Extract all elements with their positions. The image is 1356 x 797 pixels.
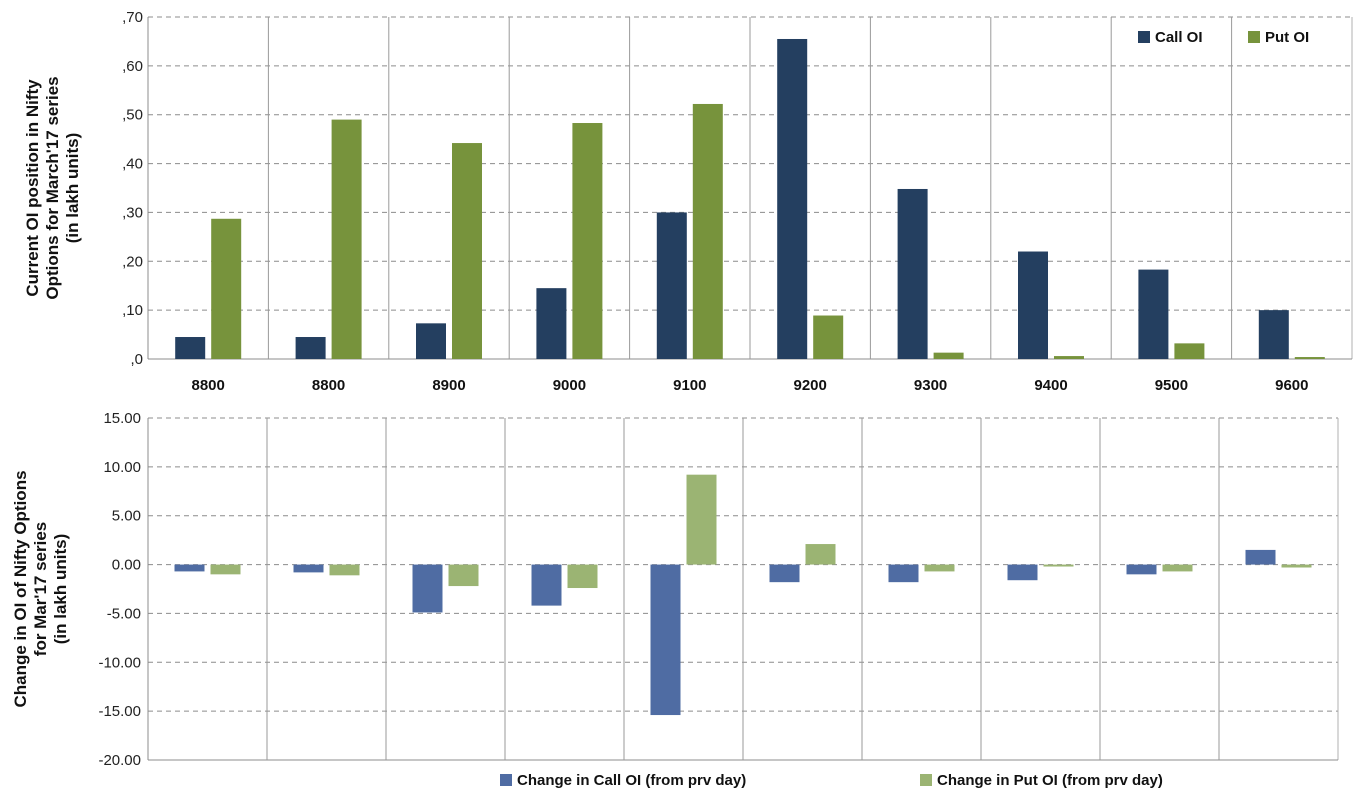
y-tick-label: 15.00 — [103, 410, 141, 427]
bar-call — [1007, 564, 1038, 581]
bar-put — [805, 544, 836, 565]
bar-call — [888, 564, 919, 583]
bar-call — [293, 564, 324, 573]
x-tick-label: 8800 — [312, 377, 345, 394]
y-tick-label: -20.00 — [98, 752, 141, 769]
bar-call — [777, 38, 808, 359]
bar-put — [211, 218, 242, 359]
y-axis-label-line: (in lakh units) — [63, 133, 82, 244]
x-tick-label: 9500 — [1155, 377, 1188, 394]
y-axis-label: Change in OI of Nifty Optionsfor Mar'17 … — [11, 470, 70, 707]
bar-put — [210, 564, 241, 575]
y-axis-label-line: for Mar'17 series — [31, 522, 50, 656]
bar-put — [933, 352, 964, 359]
y-tick-label: ,20 — [122, 253, 143, 270]
bar-call — [416, 323, 446, 359]
x-tick-label: 9400 — [1034, 377, 1067, 394]
bar-put — [924, 564, 955, 572]
legend: Change in Call OI (from prv day) Change i… — [500, 772, 1163, 789]
bar-put — [1043, 564, 1074, 567]
y-tick-label: ,50 — [122, 107, 143, 124]
y-axis-label: Current OI position in NiftyOptions for … — [23, 76, 82, 299]
legend-swatch — [500, 774, 512, 786]
y-tick-label: -10.00 — [98, 654, 141, 671]
bar-put — [572, 123, 603, 360]
legend-label: Put OI — [1265, 29, 1309, 46]
x-tick-label: 8900 — [432, 377, 465, 394]
legend-label: Call OI — [1155, 29, 1203, 46]
current-oi-chart: ,0 ,10 ,20 ,30 ,40 ,50 ,60 ,70 8800 8800 8900 9000 9… — [23, 9, 1353, 394]
y-axis-label-line: Options for March'17 series — [43, 76, 62, 299]
y-tick-label: 10.00 — [103, 459, 141, 476]
y-tick-label: -15.00 — [98, 703, 141, 720]
bar-call — [769, 564, 800, 583]
bar-call — [536, 288, 567, 359]
bar-put — [452, 143, 482, 359]
bar-put — [686, 474, 717, 565]
bar-put — [567, 564, 598, 589]
bar-call — [295, 337, 326, 359]
legend-label: Change in Call OI (from prv day) — [517, 772, 746, 789]
bar-call — [656, 212, 687, 359]
legend-label: Change in Put OI (from prv day) — [937, 772, 1163, 789]
y-tick-label: ,60 — [122, 58, 143, 75]
legend-swatch — [920, 774, 932, 786]
y-tick-label: ,30 — [122, 204, 143, 221]
x-tick-label: 9100 — [673, 377, 706, 394]
bar-call — [412, 564, 443, 613]
y-tick-label: 0.00 — [112, 557, 141, 574]
bar-put — [1294, 357, 1325, 359]
y-axis-label-line: (in lakh units) — [51, 534, 70, 645]
x-tick-label: 9600 — [1275, 377, 1308, 394]
bar-put — [331, 119, 362, 359]
y-tick-label: ,40 — [122, 156, 143, 173]
bar-put — [1054, 356, 1084, 359]
bar-call — [175, 337, 206, 359]
bar-put — [329, 564, 360, 576]
bar-put — [1174, 343, 1205, 359]
x-tick-label: 8800 — [192, 377, 225, 394]
bar-put — [1162, 564, 1193, 572]
bar-call — [1138, 269, 1169, 359]
x-tick-label: 9300 — [914, 377, 947, 394]
bar-call — [1126, 564, 1157, 575]
bar-call — [1258, 310, 1289, 359]
bar-put — [1281, 564, 1312, 568]
bar-call — [1018, 251, 1048, 359]
x-tick-label: 9000 — [553, 377, 586, 394]
y-tick-label: 5.00 — [112, 508, 141, 525]
bar-call — [897, 188, 928, 359]
legend-swatch — [1248, 31, 1260, 43]
bar-call — [531, 564, 562, 606]
y-tick-label: ,0 — [130, 351, 143, 368]
bar-put — [448, 564, 479, 587]
bar-call — [650, 564, 681, 716]
bar-call — [174, 564, 205, 572]
y-tick-label: ,10 — [122, 302, 143, 319]
bar-put — [813, 315, 844, 359]
legend: Call OI Put OI — [1138, 29, 1309, 46]
bar-call — [1245, 549, 1276, 565]
y-axis-label-line: Current OI position in Nifty — [23, 79, 42, 297]
y-tick-label: -5.00 — [107, 605, 141, 622]
bar-put — [692, 103, 723, 359]
change-oi-chart: 15.00 10.00 5.00 0.00 -5.00 -10.00 -15.00 -20.0… — [11, 410, 1339, 789]
x-tick-label: 9200 — [794, 377, 827, 394]
legend-swatch — [1138, 31, 1150, 43]
y-tick-label: ,70 — [122, 9, 143, 26]
y-axis-label-line: Change in OI of Nifty Options — [11, 470, 30, 707]
